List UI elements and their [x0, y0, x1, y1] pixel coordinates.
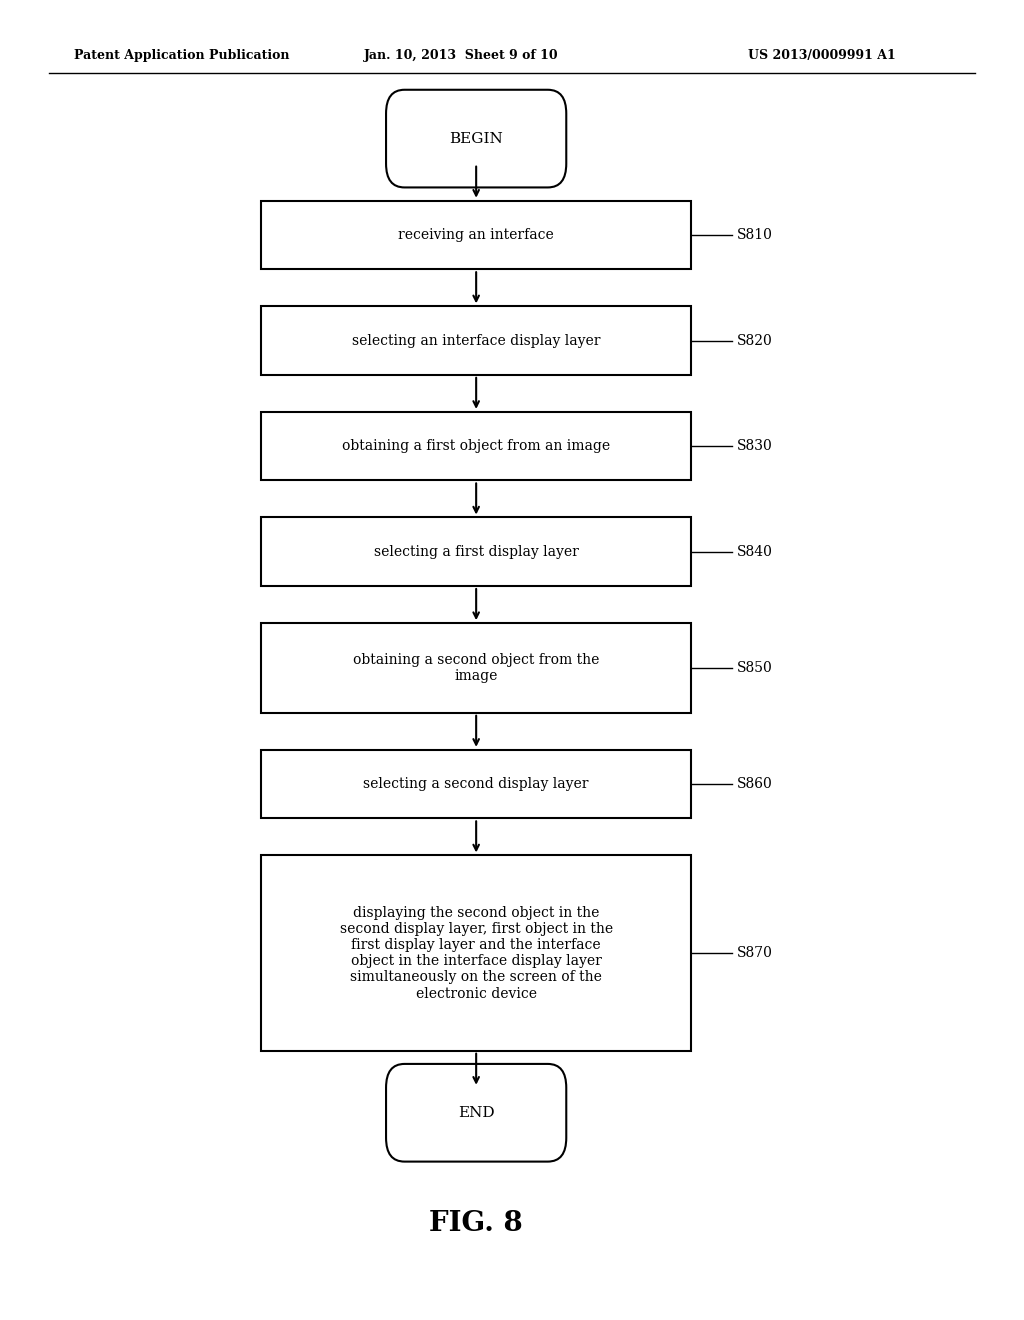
Text: obtaining a second object from the
image: obtaining a second object from the image [353, 653, 599, 682]
Text: BEGIN: BEGIN [450, 132, 503, 145]
Text: selecting a second display layer: selecting a second display layer [364, 777, 589, 791]
Bar [261, 623, 691, 713]
Text: selecting a first display layer: selecting a first display layer [374, 545, 579, 558]
Bar [261, 306, 691, 375]
Text: S820: S820 [737, 334, 773, 347]
Text: selecting an interface display layer: selecting an interface display layer [352, 334, 600, 347]
Text: S870: S870 [737, 946, 773, 960]
Bar [261, 517, 691, 586]
Text: FIG. 8: FIG. 8 [429, 1210, 523, 1237]
Text: END: END [458, 1106, 495, 1119]
FancyBboxPatch shape [386, 1064, 566, 1162]
Text: obtaining a first object from an image: obtaining a first object from an image [342, 440, 610, 453]
Bar [261, 750, 691, 818]
Text: S830: S830 [737, 440, 773, 453]
Bar [261, 201, 691, 269]
Text: Patent Application Publication: Patent Application Publication [74, 49, 289, 62]
Text: receiving an interface: receiving an interface [398, 228, 554, 242]
Text: S860: S860 [737, 777, 773, 791]
FancyBboxPatch shape [386, 90, 566, 187]
Text: S850: S850 [737, 661, 773, 675]
Text: Jan. 10, 2013  Sheet 9 of 10: Jan. 10, 2013 Sheet 9 of 10 [364, 49, 558, 62]
Text: US 2013/0009991 A1: US 2013/0009991 A1 [748, 49, 895, 62]
Text: displaying the second object in the
second display layer, first object in the
fi: displaying the second object in the seco… [340, 906, 612, 1001]
Bar [261, 855, 691, 1051]
Bar [261, 412, 691, 480]
Text: S840: S840 [737, 545, 773, 558]
Text: S810: S810 [737, 228, 773, 242]
